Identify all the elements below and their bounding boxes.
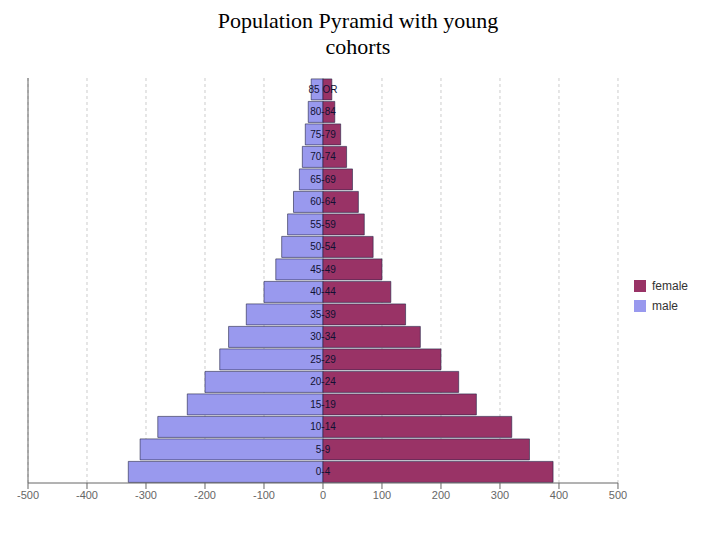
svg-text:25-29: 25-29 xyxy=(310,354,336,365)
svg-text:85 OR: 85 OR xyxy=(309,84,338,95)
svg-text:80-84: 80-84 xyxy=(310,106,336,117)
svg-text:30-34: 30-34 xyxy=(310,331,336,342)
svg-text:20-24: 20-24 xyxy=(310,376,336,387)
svg-text:65-69: 65-69 xyxy=(310,174,336,185)
svg-text:100: 100 xyxy=(373,489,391,501)
svg-text:15-19: 15-19 xyxy=(310,399,336,410)
svg-text:5-9: 5-9 xyxy=(316,444,331,455)
svg-text:300: 300 xyxy=(491,489,509,501)
svg-text:55-59: 55-59 xyxy=(310,219,336,230)
svg-text:75-79: 75-79 xyxy=(310,129,336,140)
svg-text:0: 0 xyxy=(320,489,326,501)
svg-text:-100: -100 xyxy=(253,489,275,501)
svg-text:0-4: 0-4 xyxy=(316,466,331,477)
svg-text:400: 400 xyxy=(550,489,568,501)
svg-text:-200: -200 xyxy=(194,489,216,501)
html-text:Population Pyramid with young: Population Pyramid with young cohorts xyxy=(217,8,499,59)
svg-text:200: 200 xyxy=(432,489,450,501)
html-text:female: female xyxy=(652,278,688,293)
svg-text:35-39: 35-39 xyxy=(310,309,336,320)
svg-text:-500: -500 xyxy=(17,489,39,501)
svg-text:-400: -400 xyxy=(76,489,98,501)
svg-text:45-49: 45-49 xyxy=(310,264,336,275)
html-text:male: male xyxy=(652,298,678,313)
svg-text:40-44: 40-44 xyxy=(310,286,336,297)
svg-text:60-64: 60-64 xyxy=(310,196,336,207)
svg-text:70-74: 70-74 xyxy=(310,151,336,162)
svg-text:500: 500 xyxy=(609,489,627,501)
svg-text:50-54: 50-54 xyxy=(310,241,336,252)
svg-text:10-14: 10-14 xyxy=(310,421,336,432)
svg-text:-300: -300 xyxy=(135,489,157,501)
